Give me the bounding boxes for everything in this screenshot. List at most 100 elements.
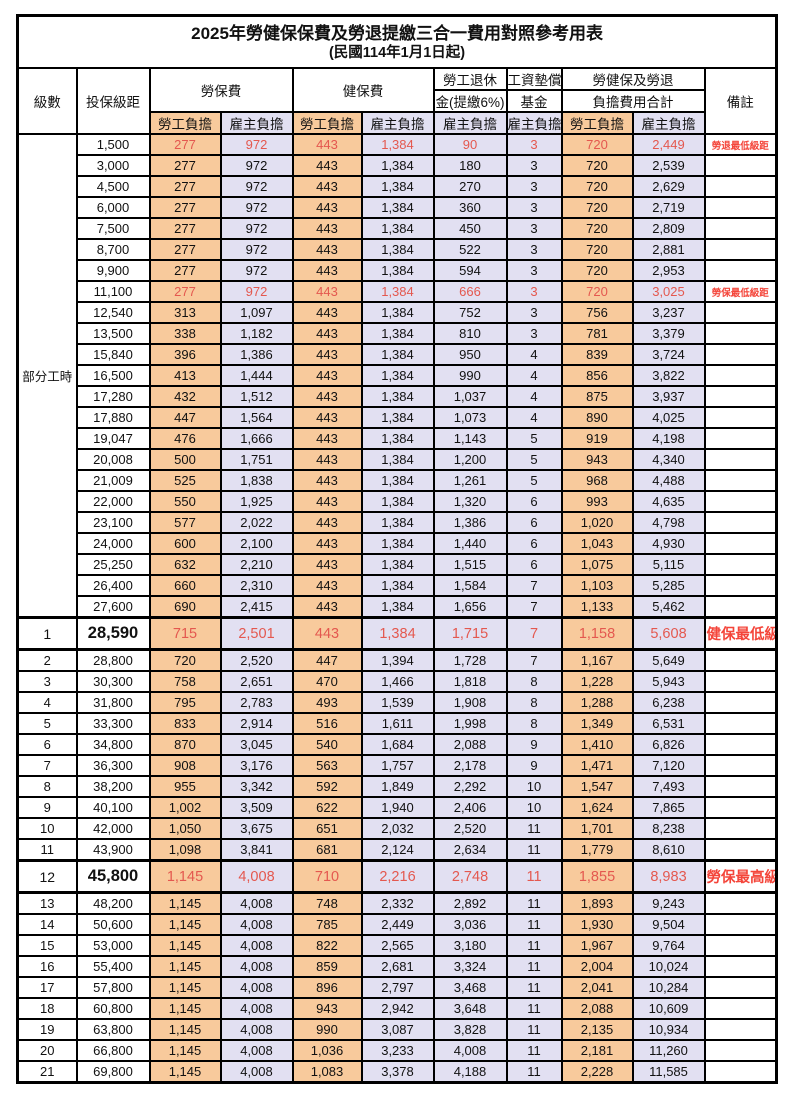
cell-labor-employer: 2,520 (219, 648, 294, 672)
cell-pension-employer: 3,180 (432, 934, 508, 957)
cell-labor-employer: 2,651 (219, 670, 294, 693)
cell-pension-employer: 450 (432, 217, 508, 240)
cell-health-employer: 1,466 (360, 670, 435, 693)
cell-total-employer: 9,764 (631, 934, 706, 957)
cell-health-employee: 443 (291, 280, 363, 303)
cell-total-employer: 6,826 (631, 733, 706, 756)
cell-wage-fund-employer: 10 (505, 775, 563, 798)
cell-labor-employer: 2,310 (219, 574, 294, 597)
cell-wage-fund-employer: 6 (505, 490, 563, 513)
cell-labor-employee: 396 (148, 343, 222, 366)
cell-total-employee: 890 (560, 406, 634, 429)
cell-bracket: 28,800 (75, 648, 151, 672)
cell-remark (703, 301, 778, 324)
cell-total-employee: 2,004 (560, 955, 634, 978)
cell-remark (703, 670, 778, 693)
cell-health-employer: 1,384 (360, 385, 435, 408)
cell-health-employer: 1,384 (360, 238, 435, 261)
cell-total-employer: 7,493 (631, 775, 706, 798)
level-group-part-time: 部分工時 (16, 133, 78, 619)
cell-labor-employee: 525 (148, 469, 222, 492)
cell-remark (703, 913, 778, 936)
cell-labor-employer: 2,022 (219, 511, 294, 534)
cell-total-employer: 2,809 (631, 217, 706, 240)
cell-total-employee: 993 (560, 490, 634, 513)
cell-bracket: 27,600 (75, 595, 151, 619)
cell-labor-employer: 4,008 (219, 891, 294, 915)
cell-health-employee: 681 (291, 838, 363, 862)
cell-health-employee: 443 (291, 532, 363, 555)
cell-labor-employer: 972 (219, 280, 294, 303)
cell-bracket: 31,800 (75, 691, 151, 714)
cell-level: 5 (16, 712, 78, 735)
cell-remark (703, 427, 778, 450)
cell-health-employee: 443 (291, 595, 363, 619)
cell-health-employer: 1,384 (360, 490, 435, 513)
cell-labor-employee: 833 (148, 712, 222, 735)
subheader-total-employer: 雇主負擔 (631, 111, 706, 135)
cell-remark (703, 217, 778, 240)
cell-health-employer: 1,384 (360, 301, 435, 324)
cell-health-employee: 651 (291, 817, 363, 840)
table-row: 20 66,800 1,145 4,008 1,036 3,233 4,008 11 2,181… (16, 1039, 778, 1062)
cell-labor-employer: 972 (219, 133, 294, 156)
cell-total-employer: 4,635 (631, 490, 706, 513)
table-row: 4 31,800 795 2,783 493 1,539 1,908 8 1,288 6,238 (16, 691, 778, 714)
cell-remark (703, 934, 778, 957)
cell-labor-employee: 600 (148, 532, 222, 555)
title-row: 2025年勞健保保費及勞退提繳三合一費用對照參考用表 (民國114年1月1日起) (16, 14, 778, 69)
cell-health-employee: 443 (291, 322, 363, 345)
cell-wage-fund-employer: 3 (505, 175, 563, 198)
cell-level: 9 (16, 796, 78, 819)
cell-pension-employer: 2,748 (432, 859, 508, 894)
cell-level: 1 (16, 616, 78, 651)
cell-total-employee: 720 (560, 238, 634, 261)
cell-labor-employer: 3,342 (219, 775, 294, 798)
cell-health-employer: 2,332 (360, 891, 435, 915)
cell-health-employer: 1,684 (360, 733, 435, 756)
cell-total-employer: 6,238 (631, 691, 706, 714)
table-row: 11 43,900 1,098 3,841 681 2,124 2,634 11 1,779 8,… (16, 838, 778, 862)
table-row: 17 57,800 1,145 4,008 896 2,797 3,468 11 2,041 10… (16, 976, 778, 999)
cell-labor-employee: 277 (148, 196, 222, 219)
cell-wage-fund-employer: 6 (505, 532, 563, 555)
cell-health-employer: 2,797 (360, 976, 435, 999)
cell-labor-employee: 1,002 (148, 796, 222, 819)
table-row: 20,008 500 1,751 443 1,384 1,200 5 943 4,340 (18, 448, 778, 471)
table-title-cell: 2025年勞健保保費及勞退提繳三合一費用對照參考用表 (民國114年1月1日起) (16, 14, 778, 69)
cell-health-employee: 785 (291, 913, 363, 936)
cell-total-employee: 1,158 (560, 616, 634, 651)
cell-level: 11 (16, 838, 78, 862)
cell-health-employer: 1,384 (360, 469, 435, 492)
cell-bracket: 15,840 (75, 343, 151, 366)
cell-bracket: 53,000 (75, 934, 151, 957)
cell-level: 18 (16, 997, 78, 1020)
cell-remark (703, 448, 778, 471)
cell-total-employee: 2,228 (560, 1060, 634, 1084)
cell-total-employee: 1,410 (560, 733, 634, 756)
cell-labor-employee: 338 (148, 322, 222, 345)
col-header-wage-fund-line2: 基金 (505, 89, 563, 113)
cell-labor-employer: 1,564 (219, 406, 294, 429)
cell-health-employer: 2,216 (360, 859, 435, 894)
col-header-total-line1: 勞健保及勞退 (560, 67, 706, 91)
cell-total-employee: 720 (560, 217, 634, 240)
cell-pension-employer: 1,908 (432, 691, 508, 714)
col-header-bracket: 投保級距 (75, 67, 151, 135)
cell-total-employee: 2,181 (560, 1039, 634, 1062)
cell-health-employee: 443 (291, 511, 363, 534)
cell-total-employer: 4,025 (631, 406, 706, 429)
cell-labor-employee: 1,145 (148, 976, 222, 999)
table-row: 21 69,800 1,145 4,008 1,083 3,378 4,188 11 2,228… (16, 1060, 778, 1084)
cell-labor-employee: 577 (148, 511, 222, 534)
cell-labor-employee: 1,145 (148, 955, 222, 978)
table-row: 6 34,800 870 3,045 540 1,684 2,088 9 1,410 6,826 (16, 733, 778, 756)
cell-health-employee: 443 (291, 553, 363, 576)
cell-labor-employer: 3,045 (219, 733, 294, 756)
cell-remark (703, 796, 778, 819)
header-row-3: 勞工負擔 雇主負擔 勞工負擔 雇主負擔 雇主負擔 雇主負擔 勞工負擔 雇主負擔 (18, 111, 777, 135)
cell-health-employee: 443 (291, 469, 363, 492)
cell-pension-employer: 1,386 (432, 511, 508, 534)
cell-bracket: 60,800 (75, 997, 151, 1020)
cell-remark (703, 775, 778, 798)
